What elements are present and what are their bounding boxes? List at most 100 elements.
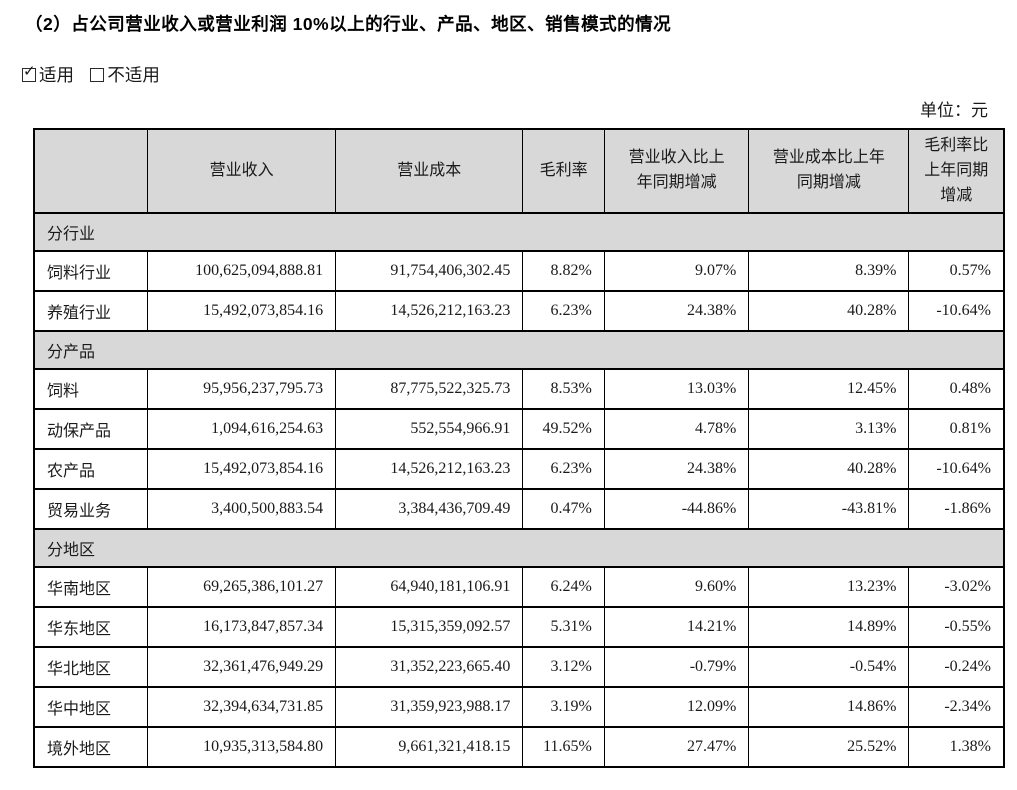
cell-value: 69,265,386,101.27 <box>146 566 337 609</box>
table-row: 贸易业务 3,400,500,883.54 3,384,436,709.49 0.47… <box>32 488 1006 531</box>
cell-value: -3.02% <box>908 566 1006 609</box>
cell-value: -43.81% <box>748 488 910 531</box>
column-header-gross-margin: 毛利率 <box>522 127 605 215</box>
cell-value: 40.28% <box>748 290 910 333</box>
table-row: 动保产品 1,094,616,254.63 552,554,966.91 49.52%… <box>32 408 1006 451</box>
cell-value: 6.23% <box>522 290 605 333</box>
cell-value: 27.47% <box>603 726 750 769</box>
table-row: 华中地区 32,394,634,731.85 31,359,923,988.17 3.… <box>32 686 1006 729</box>
cell-value: 12.09% <box>603 686 750 729</box>
cell-value: 9,661,321,418.15 <box>335 726 524 769</box>
column-header-cost: 营业成本 <box>335 127 524 215</box>
table-row: 华北地区 32,361,476,949.29 31,352,223,665.40 3.… <box>32 646 1006 689</box>
check-mark-icon: ✓ <box>23 61 36 80</box>
cell-value: 8.53% <box>522 368 605 411</box>
table-row: 华南地区 69,265,386,101.27 64,940,181,106.91 6.… <box>32 566 1006 609</box>
section-row: 分产品 <box>33 330 1005 371</box>
section-label: 分产品 <box>33 330 1005 371</box>
row-label: 养殖行业 <box>32 290 148 333</box>
row-label: 饲料 <box>32 368 148 411</box>
cell-value: 64,940,181,106.91 <box>335 566 524 609</box>
cell-value: 32,394,634,731.85 <box>146 686 337 729</box>
cell-value: 6.24% <box>522 566 605 609</box>
cell-value: 25.52% <box>748 726 910 769</box>
cell-value: 14.21% <box>603 606 750 649</box>
row-label: 贸易业务 <box>32 488 148 531</box>
checkbox-unchecked-icon <box>90 67 105 82</box>
cell-value: 14,526,212,163.23 <box>335 448 524 491</box>
cell-value: 1.38% <box>908 726 1006 769</box>
cell-value: 6.23% <box>522 448 605 491</box>
section-title: （2）占公司营业收入或营业利润 10%以上的行业、产品、地区、销售模式的情况 <box>25 14 672 34</box>
cell-value: 3.13% <box>748 408 910 451</box>
cell-value: -0.79% <box>603 646 750 689</box>
table-row: 饲料 95,956,237,795.73 87,775,522,325.73 8.53… <box>32 368 1006 411</box>
table-row: 境外地区 10,935,313,584.80 9,661,321,418.15 11.… <box>32 726 1006 769</box>
cell-value: 9.60% <box>603 566 750 609</box>
row-label: 动保产品 <box>32 408 148 451</box>
cell-value: -0.24% <box>908 646 1006 689</box>
section-label: 分地区 <box>33 528 1005 569</box>
cell-value: 95,956,237,795.73 <box>146 368 337 411</box>
row-label: 境外地区 <box>32 726 148 769</box>
cell-value: -10.64% <box>908 448 1006 491</box>
cell-value: 14.86% <box>748 686 910 729</box>
column-header-revenue-yoy: 营业收入比上 年同期增减 <box>603 127 750 215</box>
cell-value: -0.54% <box>748 646 910 689</box>
cell-value: 3,384,436,709.49 <box>335 488 524 531</box>
cell-value: 0.47% <box>522 488 605 531</box>
cell-value: 91,754,406,302.45 <box>335 250 524 293</box>
row-label: 华中地区 <box>32 686 148 729</box>
not-applicable-label: 不适用 <box>107 65 160 85</box>
cell-value: 49.52% <box>522 408 605 451</box>
cell-value: 13.03% <box>603 368 750 411</box>
cell-value: 24.38% <box>603 448 750 491</box>
section-row: 分地区 <box>33 528 1005 569</box>
table-body: 分行业 饲料行业 100,625,094,888.81 91,754,406,302.… <box>32 212 1006 769</box>
cell-value: 100,625,094,888.81 <box>146 250 337 293</box>
column-header-cost-yoy: 营业成本比上年 同期增减 <box>748 127 910 215</box>
section-label: 分行业 <box>33 212 1005 253</box>
applicable-label: 适用 <box>39 65 74 85</box>
cell-value: 3,400,500,883.54 <box>146 488 337 531</box>
cell-value: 3.19% <box>522 686 605 729</box>
table-row: 饲料行业 100,625,094,888.81 91,754,406,302.45 8… <box>32 250 1006 293</box>
column-header-revenue: 营业收入 <box>146 127 337 215</box>
table-row: 华东地区 16,173,847,857.34 15,315,359,092.57 5.… <box>32 606 1006 649</box>
cell-value: 13.23% <box>748 566 910 609</box>
cell-value: 31,359,923,988.17 <box>335 686 524 729</box>
unit-label: 单位：元 <box>920 101 988 120</box>
cell-value: 15,492,073,854.16 <box>146 290 337 333</box>
cell-value: 16,173,847,857.34 <box>146 606 337 649</box>
row-label: 农产品 <box>32 448 148 491</box>
cell-value: 10,935,313,584.80 <box>146 726 337 769</box>
section-row: 分行业 <box>33 212 1005 253</box>
cell-value: 40.28% <box>748 448 910 491</box>
applicability-line: ✓ 适用 不适用 <box>22 62 172 87</box>
cell-value: 0.57% <box>908 250 1006 293</box>
cell-value: 0.48% <box>908 368 1006 411</box>
cell-value: 1,094,616,254.63 <box>146 408 337 451</box>
financial-table: 营业收入 营业成本 毛利率 营业收入比上 年同期增减 营业成本比上年 同期增减 … <box>32 127 1006 769</box>
row-label: 饲料行业 <box>32 250 148 293</box>
cell-value: 9.07% <box>603 250 750 293</box>
table-row: 农产品 15,492,073,854.16 14,526,212,163.23 6.2… <box>32 448 1006 491</box>
cell-value: 552,554,966.91 <box>335 408 524 451</box>
cell-value: -10.64% <box>908 290 1006 333</box>
cell-value: 87,775,522,325.73 <box>335 368 524 411</box>
cell-value: 14,526,212,163.23 <box>335 290 524 333</box>
column-header-empty <box>32 127 148 215</box>
row-label: 华北地区 <box>32 646 148 689</box>
cell-value: 0.81% <box>908 408 1006 451</box>
cell-value: 12.45% <box>748 368 910 411</box>
cell-value: 15,315,359,092.57 <box>335 606 524 649</box>
column-header-margin-yoy: 毛利率比 上年同期 增减 <box>908 127 1006 215</box>
cell-value: 5.31% <box>522 606 605 649</box>
applicable-option: ✓ 适用 <box>22 62 74 87</box>
cell-value: -2.34% <box>908 686 1006 729</box>
cell-value: -1.86% <box>908 488 1006 531</box>
cell-value: 4.78% <box>603 408 750 451</box>
cell-value: 8.82% <box>522 250 605 293</box>
cell-value: 8.39% <box>748 250 910 293</box>
